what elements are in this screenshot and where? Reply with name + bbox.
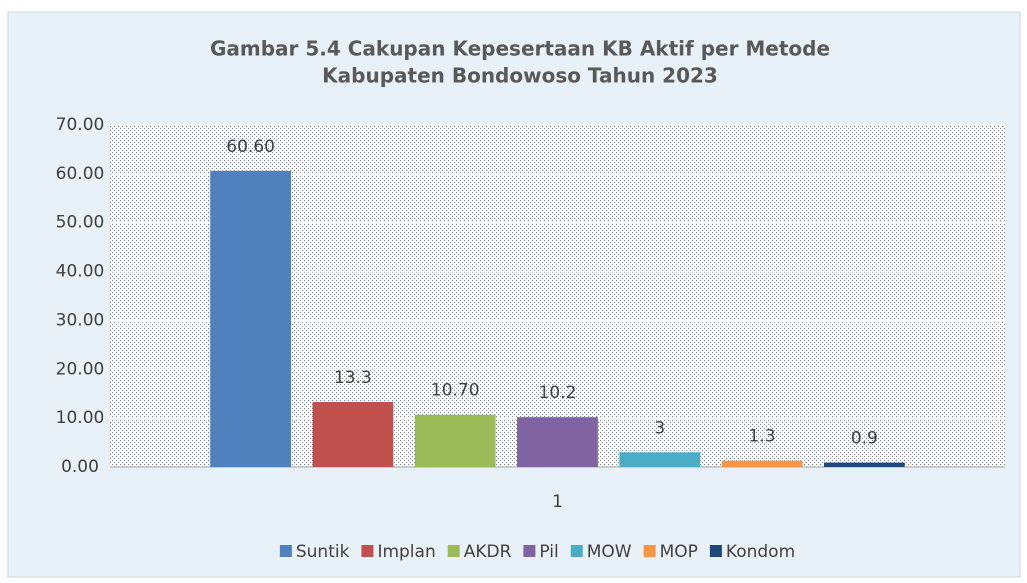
data-label: 13.3 (334, 368, 372, 388)
y-tick-label: 20.00 (56, 359, 105, 379)
bar (210, 170, 292, 467)
legend-label: Pil (539, 542, 558, 562)
y-tick-label: 0.00 (61, 457, 99, 477)
data-label: 0.9 (851, 429, 878, 449)
legend-label: MOW (587, 542, 632, 562)
legend-label: Implan (377, 542, 435, 562)
data-label: 10.2 (539, 383, 577, 403)
legend-swatch (570, 545, 583, 557)
data-label: 60.60 (226, 137, 275, 157)
y-tick-label: 60.00 (56, 164, 105, 184)
bar (414, 414, 496, 467)
bar (823, 462, 905, 467)
bar (619, 452, 701, 467)
legend-swatch (361, 545, 374, 557)
y-tick-label: 10.00 (56, 408, 105, 428)
legend-label: AKDR (464, 542, 512, 562)
chart-title: Gambar 5.4 Cakupan Kepesertaan KB Aktif … (210, 37, 830, 61)
legend-swatch (523, 545, 536, 557)
data-label: 10.70 (431, 381, 480, 401)
legend-swatch (709, 545, 722, 557)
legend-label: Suntik (296, 542, 350, 562)
legend-label: MOP (660, 542, 698, 562)
bar (517, 417, 598, 467)
data-label: 1.3 (749, 427, 776, 447)
bar (312, 402, 394, 467)
bar (721, 460, 803, 467)
y-tick-label: 70.00 (56, 115, 105, 135)
x-tick-label: 1 (552, 492, 563, 512)
legend-label: Kondom (726, 542, 795, 562)
y-tick-label: 50.00 (56, 213, 105, 233)
legend-swatch (279, 545, 292, 557)
chart-title: Kabupaten Bondowoso Tahun 2023 (322, 64, 718, 88)
legend-swatch (447, 545, 460, 557)
y-tick-label: 30.00 (56, 310, 105, 330)
data-label: 3 (654, 418, 665, 438)
legend-swatch (643, 545, 656, 557)
y-tick-label: 40.00 (56, 262, 105, 282)
